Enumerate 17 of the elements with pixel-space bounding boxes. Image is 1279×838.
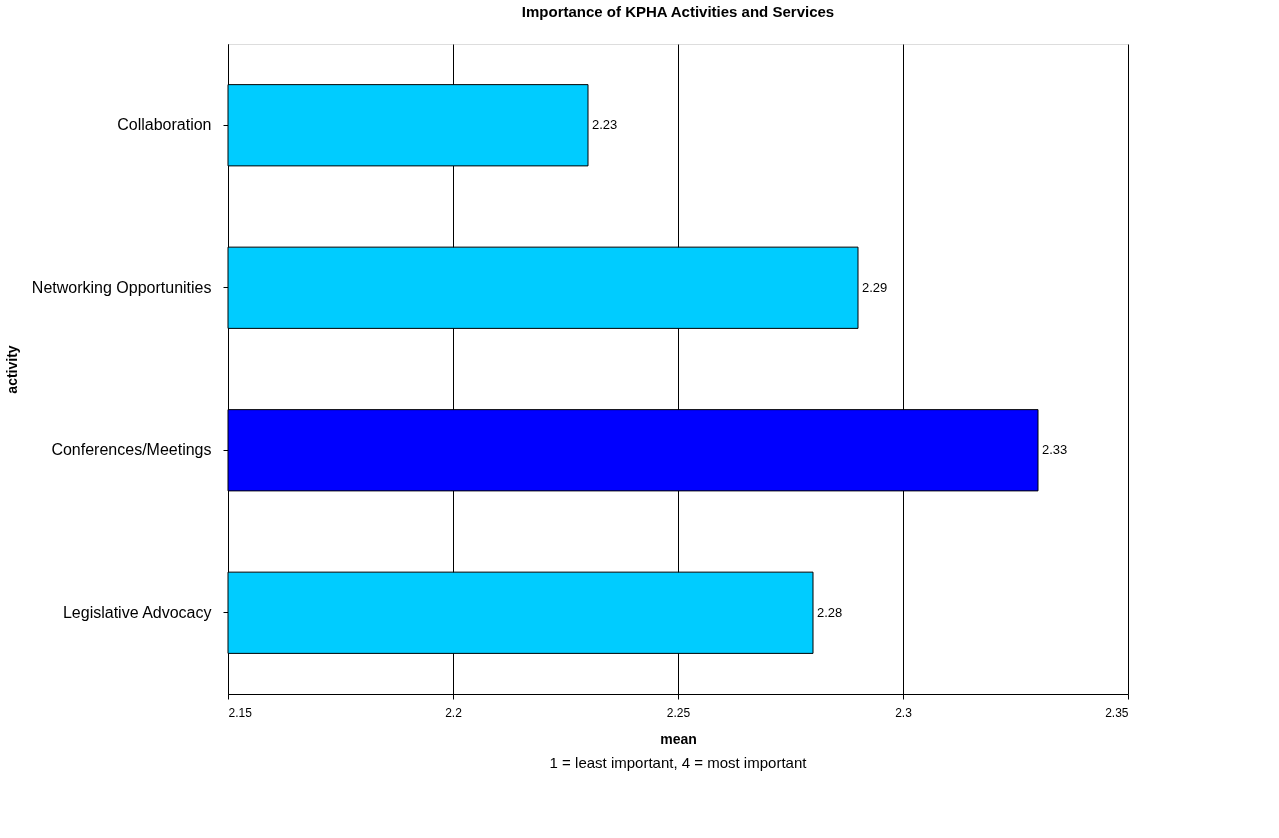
data-label: 2.33 (1042, 442, 1068, 458)
x-tick-label: 2.2 (445, 705, 463, 720)
y-tick-label: Networking Opportunities (31, 278, 212, 296)
chart-title: Importance of KPHA Activities and Services (521, 3, 835, 20)
data-label: 2.29 (862, 279, 888, 295)
y-tick-label: Legislative Advocacy (62, 603, 212, 621)
y-axis-title: activity (3, 345, 20, 394)
x-tick-label: 2.25 (666, 705, 691, 720)
x-axis-title: mean (660, 730, 697, 747)
x-tick-label: 2.3 (895, 705, 913, 720)
text: 1 = least important, 4 = most important (549, 754, 808, 771)
y-tick-label: Collaboration (117, 116, 212, 134)
data-label: 2.28 (817, 604, 843, 620)
x-tick-label: 2.35 (1105, 705, 1129, 720)
data-label: 2.23 (592, 117, 618, 133)
x-tick-label: 2.15 (228, 705, 253, 720)
y-tick-label: Conferences/Meetings (51, 441, 212, 459)
